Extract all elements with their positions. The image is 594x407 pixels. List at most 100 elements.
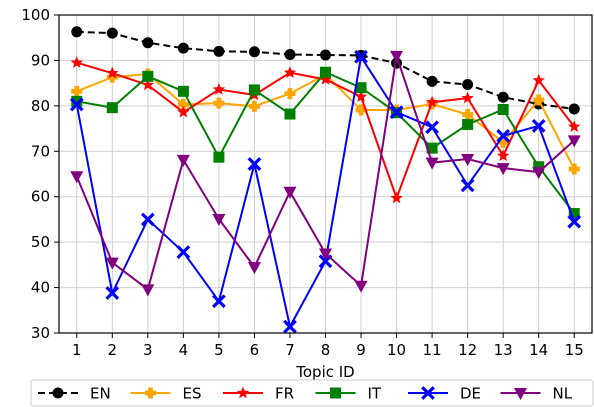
data-point-fr (390, 191, 403, 204)
x-tick-label: 4 (179, 341, 189, 359)
data-point-es (568, 163, 580, 175)
data-point-es (355, 104, 367, 116)
y-tick-label: 90 (31, 51, 50, 69)
x-tick-label: 15 (565, 341, 584, 359)
data-point-nl (141, 284, 155, 297)
data-point-de (531, 118, 546, 133)
data-point-it (533, 161, 545, 173)
data-point-de (460, 178, 475, 193)
data-point-es (177, 98, 189, 110)
data-point-fr (461, 91, 474, 104)
x-tick-label: 10 (387, 341, 406, 359)
data-point-es (533, 94, 545, 106)
data-point-en (142, 37, 154, 49)
legend-marker-de (421, 386, 435, 400)
series-layer (69, 26, 582, 334)
data-point-fr (354, 90, 368, 103)
legend-marker-it (330, 387, 341, 399)
data-point-de (354, 49, 368, 64)
data-point-nl (212, 213, 226, 226)
y-tick-label: 80 (31, 97, 50, 115)
data-point-it (106, 102, 118, 114)
x-tick-label: 14 (529, 341, 548, 359)
x-tick-label: 8 (321, 341, 331, 359)
data-point-nl (425, 157, 439, 170)
legend-item-es: ES (130, 385, 202, 403)
data-point-en (284, 49, 296, 61)
data-point-en (248, 46, 260, 58)
data-point-fr (283, 66, 297, 78)
data-point-it (320, 66, 331, 78)
data-point-fr (212, 83, 226, 95)
legend-item-nl: NL (500, 385, 573, 403)
data-point-en (568, 103, 580, 115)
data-point-de (105, 286, 120, 300)
legend-item-it: IT (315, 385, 382, 403)
data-point-nl (496, 163, 510, 176)
data-point-es (71, 85, 83, 97)
data-point-nl (105, 257, 119, 270)
y-tick-label: 50 (31, 233, 50, 251)
x-tick-label: 2 (108, 341, 118, 359)
series-fr (70, 56, 581, 204)
data-point-it (462, 118, 474, 130)
legend-label-es: ES (183, 385, 202, 403)
data-point-nl (390, 50, 404, 63)
data-point-de (212, 294, 226, 309)
y-tick-label: 70 (31, 142, 50, 160)
legend-marker-fr (236, 386, 250, 399)
data-point-de (140, 212, 155, 227)
legend-item-fr: FR (223, 385, 294, 403)
legend-marker-es (145, 387, 156, 399)
data-point-fr (319, 73, 332, 85)
series-nl (70, 50, 581, 297)
data-point-fr (177, 105, 190, 118)
data-point-it (497, 103, 509, 115)
legend-marker-en (52, 387, 64, 399)
y-tick-label: 30 (31, 324, 50, 342)
data-point-fr (425, 95, 439, 108)
x-tick-label: 6 (250, 341, 260, 359)
legend-label-nl: NL (553, 385, 573, 403)
data-point-en (71, 26, 83, 38)
legend-item-en: EN (38, 385, 111, 403)
legend-item-de: DE (408, 385, 481, 403)
data-point-fr (496, 149, 510, 162)
data-point-nl (319, 248, 332, 261)
data-point-es (106, 71, 118, 83)
grid-lines (59, 14, 592, 334)
data-point-fr (532, 73, 545, 86)
legend-label-de: DE (460, 385, 481, 403)
legend-frame (30, 379, 594, 407)
data-point-it (284, 108, 296, 120)
data-point-de (176, 245, 191, 259)
series-it (71, 66, 580, 220)
data-point-en (106, 27, 118, 39)
data-point-it (248, 84, 260, 96)
data-point-it (426, 142, 438, 154)
data-point-de (283, 319, 297, 334)
data-point-nl (176, 154, 190, 167)
data-point-nl (461, 154, 475, 167)
data-point-de (425, 120, 439, 135)
data-point-fr (141, 78, 155, 91)
data-point-it (568, 208, 580, 220)
data-point-en (213, 45, 225, 57)
data-point-nl (354, 280, 368, 293)
y-tick-label: 60 (31, 188, 50, 206)
data-point-de (69, 97, 84, 112)
legend-label-en: EN (90, 385, 111, 403)
x-tick-label: 12 (458, 341, 477, 359)
data-point-nl (70, 171, 84, 184)
data-point-de (496, 128, 511, 143)
data-point-de (318, 254, 333, 269)
legend-marker-nl (514, 388, 527, 400)
data-point-nl (532, 167, 546, 180)
x-tick-label: 3 (143, 341, 153, 359)
data-point-es (284, 88, 296, 100)
x-tick-label: 5 (214, 341, 224, 359)
data-point-it (71, 95, 83, 107)
series-line-en (76, 30, 575, 111)
x-tick-label: 1 (72, 341, 82, 359)
